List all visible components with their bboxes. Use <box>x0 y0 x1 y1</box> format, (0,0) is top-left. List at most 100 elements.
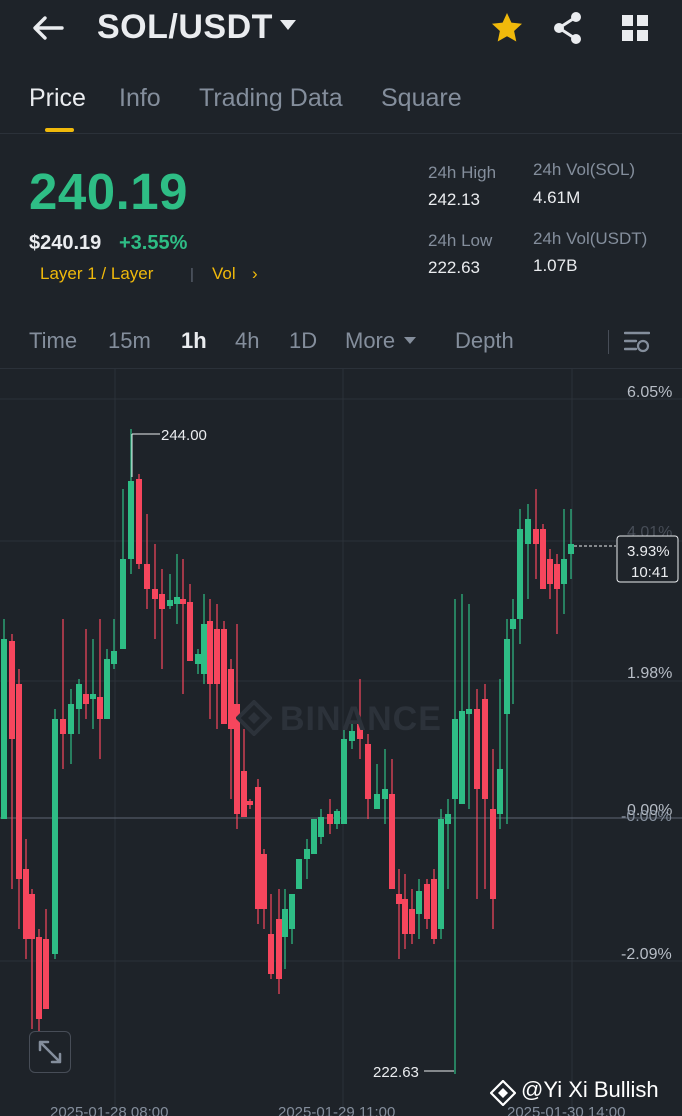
candle-body <box>554 564 560 589</box>
back-arrow-icon[interactable] <box>30 12 66 44</box>
tab-price[interactable]: Price <box>29 84 86 112</box>
chevron-right-icon[interactable]: › <box>252 264 258 283</box>
binance-logo-icon <box>490 1080 516 1106</box>
low-value: 222.63 <box>428 258 480 277</box>
interval-time[interactable]: Time <box>29 328 78 353</box>
y-axis-label: 1.98% <box>627 665 672 682</box>
interval-more[interactable]: More <box>345 328 396 353</box>
candle-body <box>357 724 363 739</box>
tab-info[interactable]: Info <box>119 84 161 112</box>
last-price: 240.19 <box>29 163 188 220</box>
author-attribution: @Yi Xi Bullish <box>521 1077 659 1102</box>
grid-icon[interactable] <box>621 14 649 42</box>
y-axis-label: -0.00% <box>621 808 672 825</box>
divider <box>0 133 682 134</box>
candle-body <box>327 814 333 824</box>
active-tab-indicator <box>45 128 74 132</box>
candle-body <box>90 694 96 699</box>
candle-body <box>43 939 49 1009</box>
divider <box>608 330 609 354</box>
candle-body <box>304 849 310 859</box>
tab-trading-data[interactable]: Trading Data <box>199 84 343 112</box>
candle-body <box>104 659 110 719</box>
candle-body <box>68 704 74 734</box>
chart-settings-icon[interactable] <box>624 329 650 355</box>
usd-price: $240.19 <box>29 232 102 254</box>
depth-tab[interactable]: Depth <box>455 328 514 353</box>
candle-body <box>195 654 201 664</box>
candle-body <box>60 719 66 734</box>
x-axis-label: 2025-01-28 08:00 <box>50 1104 168 1116</box>
current-percent: 3.93% <box>627 543 670 560</box>
candle-body <box>159 594 165 609</box>
candle-body <box>431 879 437 939</box>
candle-body <box>76 684 82 709</box>
divider <box>0 368 682 369</box>
candle-body <box>466 709 472 714</box>
candle-body <box>268 934 274 974</box>
candle-body <box>152 589 158 599</box>
current-countdown: 10:41 <box>631 564 669 581</box>
y-axis-label: 6.05% <box>627 384 672 401</box>
share-icon[interactable] <box>551 10 585 46</box>
caret-down-icon[interactable] <box>404 337 416 344</box>
candle-body <box>490 809 496 899</box>
category-tag[interactable]: Layer 1 / Layer <box>40 264 154 283</box>
candle-body <box>409 909 415 934</box>
candle-body <box>9 641 15 739</box>
vol-tag[interactable]: Vol <box>212 264 236 283</box>
candle-body <box>459 711 465 804</box>
interval-4h[interactable]: 4h <box>235 328 260 353</box>
vol-sol-value: 4.61M <box>533 188 581 207</box>
candle-body <box>561 559 567 584</box>
candle-body <box>365 744 371 799</box>
pair-title[interactable]: SOL/USDT <box>97 8 273 46</box>
fullscreen-button[interactable] <box>29 1031 71 1073</box>
candle-body <box>207 621 213 684</box>
vol-usdt-label: 24h Vol(USDT) <box>533 229 648 248</box>
candle-body <box>445 814 451 824</box>
x-axis-labels: 2025-01-28 08:00 2025-01-29 11:00 2025-0… <box>50 1104 625 1116</box>
interval-15m[interactable]: 15m <box>108 328 151 353</box>
candle-body <box>276 919 282 979</box>
candle-body <box>438 819 444 929</box>
candle-body <box>474 709 480 789</box>
candle-body <box>136 479 142 564</box>
candle-body <box>382 789 388 799</box>
candle-body <box>374 794 380 809</box>
candle-body <box>497 769 503 814</box>
candle-body <box>247 801 253 805</box>
caret-down-icon[interactable] <box>280 20 296 30</box>
candle-body <box>525 519 531 544</box>
candle-body <box>23 869 29 939</box>
candle-body <box>214 629 220 684</box>
interval-1d[interactable]: 1D <box>289 328 318 353</box>
binance-watermark: BINANCE <box>280 700 442 738</box>
binance-logo-icon <box>236 700 272 736</box>
candle-body <box>334 811 340 824</box>
candle-body <box>389 794 395 889</box>
star-icon[interactable] <box>489 10 525 46</box>
tab-square[interactable]: Square <box>381 84 462 112</box>
candle-body <box>187 602 193 661</box>
candle-body <box>540 529 546 589</box>
candlestick-chart[interactable]: 244.00 222.63 6.05% 4.01% 1.98% 0.00% -0… <box>0 369 682 1116</box>
candle-body <box>282 909 288 937</box>
y-axis-label: -2.09% <box>621 946 672 963</box>
candle-body <box>504 639 510 714</box>
change-percent: +3.55% <box>119 232 188 254</box>
candle-body <box>228 669 234 729</box>
candle-body <box>167 600 173 606</box>
candle-body <box>547 559 553 584</box>
candle-body <box>510 619 516 629</box>
candle-body <box>261 854 267 909</box>
high-label: 24h High <box>428 163 497 182</box>
vol-sol-label: 24h Vol(SOL) <box>533 160 636 179</box>
candle-body <box>201 624 207 674</box>
candle-body <box>52 719 58 954</box>
candle-body <box>289 894 295 929</box>
candle-body <box>174 597 180 604</box>
interval-1h[interactable]: 1h <box>181 328 207 353</box>
low-label: 24h Low <box>428 231 493 250</box>
tag-separator: | <box>190 266 194 283</box>
